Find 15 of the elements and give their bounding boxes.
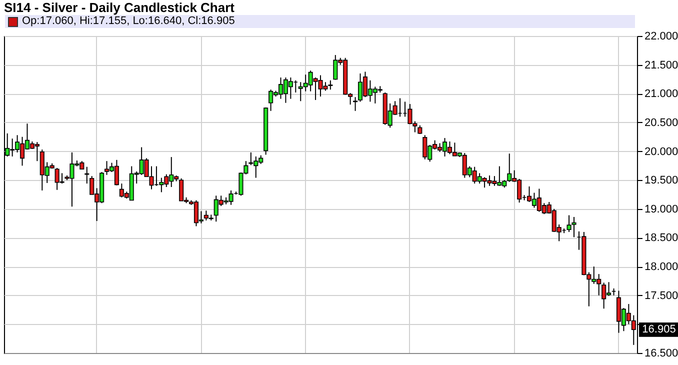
candlestick <box>353 96 358 112</box>
y-tick-label: 18.500 <box>644 232 678 244</box>
y-tick-label: 22.000 <box>644 30 678 42</box>
y-tick-label: 21.000 <box>644 88 678 100</box>
y-tick-label: 20.500 <box>644 116 678 129</box>
y-tick-label: 18.000 <box>644 261 678 274</box>
y-tick-label: 21.500 <box>644 59 678 72</box>
header-strip: Op:17.060, Hi:17.155, Lo:16.640, Cl:16.905 <box>5 15 635 28</box>
y-tick-label: 16.500 <box>644 348 678 360</box>
y-tick-label: 19.000 <box>644 203 678 216</box>
chart-title: SI14 - Silver - Daily Candlestick Chart <box>3 0 236 15</box>
y-tick-label: 20.000 <box>644 146 678 158</box>
y-tick-label: 17.500 <box>644 290 678 302</box>
y-tick-label: 19.500 <box>644 174 678 187</box>
annotation: 16.905 <box>642 324 676 336</box>
